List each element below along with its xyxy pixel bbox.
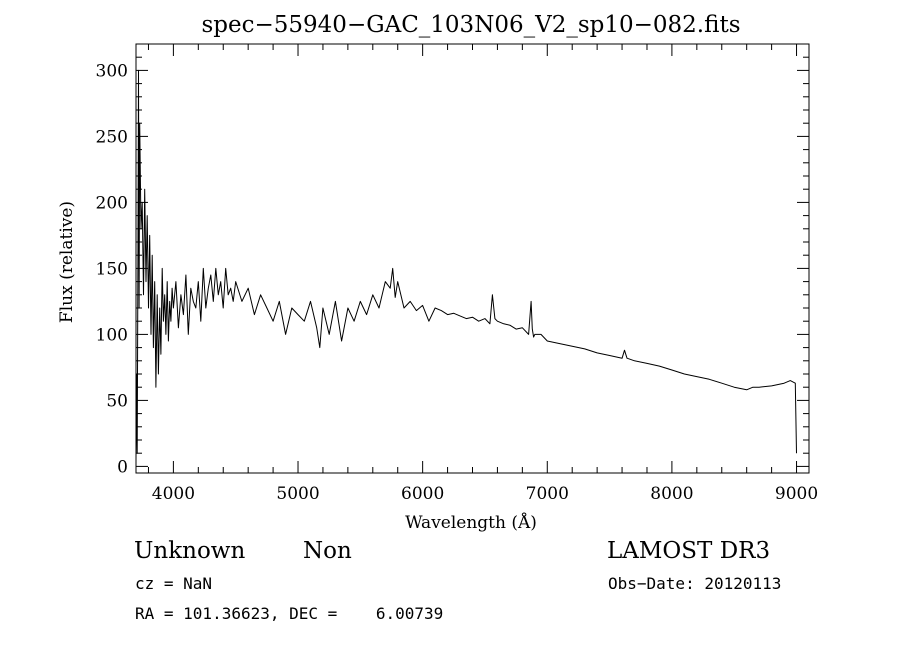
x-tick-label: 6000 — [401, 484, 444, 504]
y-tick-label: 150 — [96, 259, 128, 279]
y-tick-labels: 0 50 100 150 200 250 300 — [96, 61, 128, 477]
obs-date-text: Obs−Date: 20120113 — [608, 574, 782, 593]
y-tick-label: 0 — [117, 457, 128, 477]
y-axis-label: Flux (relative) — [57, 201, 77, 323]
y-tick-label: 300 — [96, 61, 128, 81]
axis-ticks — [136, 43, 809, 473]
chart-title: spec−55940−GAC_103N06_V2_sp10−082.fits — [201, 12, 740, 38]
flux-series-line — [135, 69, 797, 460]
plot-frame — [135, 43, 810, 474]
y-tick-label: 250 — [96, 127, 128, 147]
y-tick-label: 200 — [96, 193, 128, 213]
coords-text: RA = 101.36623, DEC = 6.00739 — [135, 604, 444, 623]
x-tick-label: 5000 — [276, 484, 319, 504]
redshift-text: cz = NaN — [135, 574, 213, 593]
x-tick-label: 9000 — [775, 484, 818, 504]
x-tick-labels: 4000 5000 6000 7000 8000 9000 — [152, 484, 818, 504]
x-tick-label: 8000 — [650, 484, 693, 504]
y-tick-label: 100 — [96, 325, 128, 345]
object-class: Unknown — [134, 538, 246, 564]
x-tick-label: 7000 — [526, 484, 569, 504]
x-tick-label: 4000 — [152, 484, 195, 504]
object-subclass: Non — [303, 538, 352, 564]
survey-label: LAMOST DR3 — [607, 538, 771, 564]
y-tick-label: 50 — [106, 391, 128, 411]
x-axis-label: Wavelength (Å) — [405, 512, 537, 533]
